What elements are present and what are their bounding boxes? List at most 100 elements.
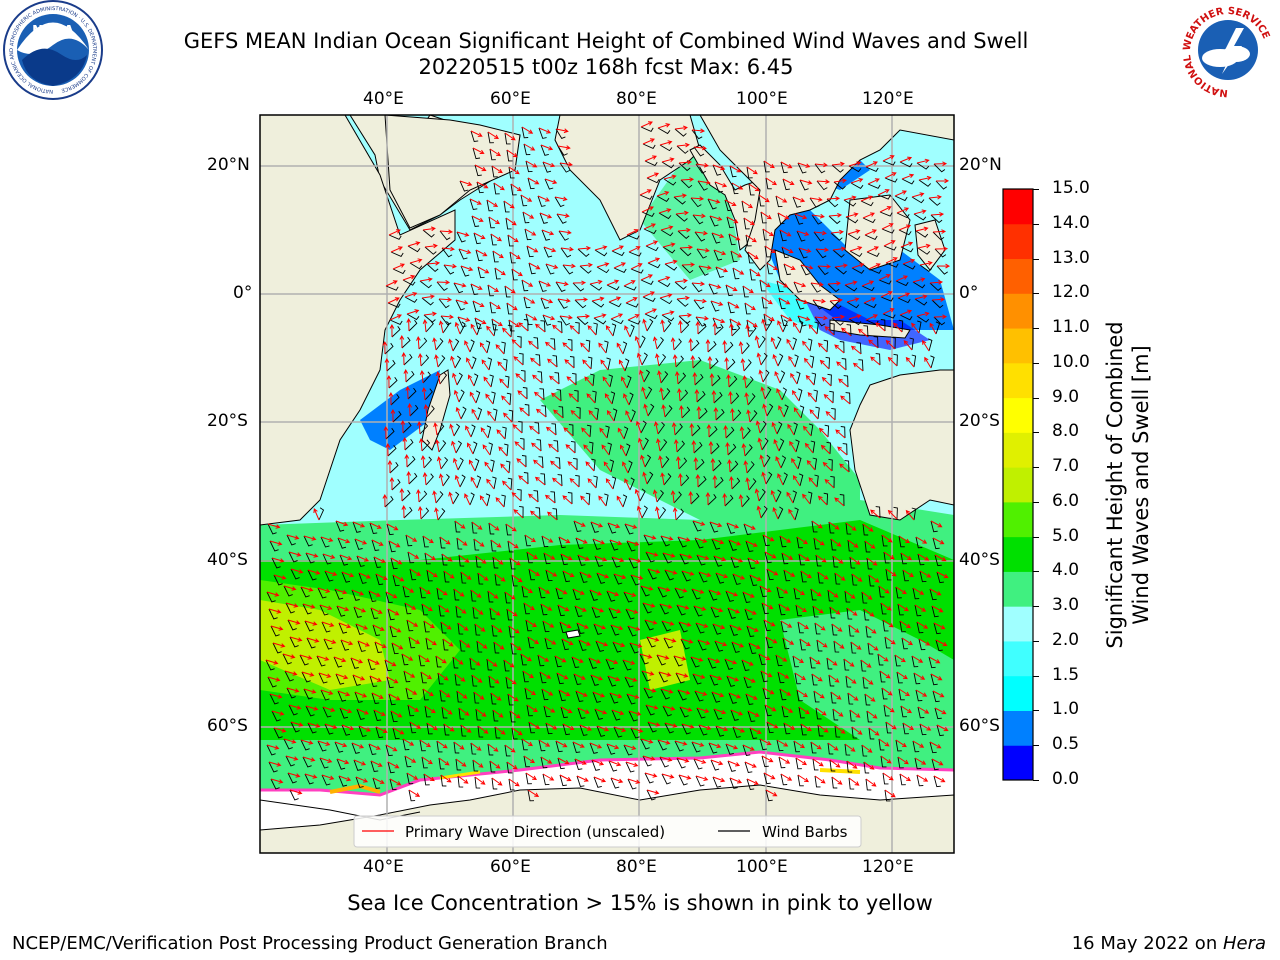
wave-arrow: [487, 410, 496, 422]
wave-arrow: [419, 277, 433, 282]
wave-arrow: [587, 478, 597, 489]
wave-arrow: [285, 602, 299, 608]
wave-arrow: [482, 444, 491, 456]
wave-arrow: [495, 497, 505, 508]
wind-barb: [901, 637, 908, 650]
wave-arrow: [826, 196, 841, 201]
wave-arrow: [794, 213, 808, 220]
wave-arrow: [698, 265, 712, 270]
sea-ice-note: Sea Ice Concentration > 15% is shown in …: [347, 891, 933, 915]
wave-arrow: [731, 182, 744, 190]
colorbar-tick-mark: [1033, 571, 1039, 573]
wind-barb: [402, 279, 416, 286]
wind-barb: [401, 489, 411, 502]
wind-barb: [727, 443, 737, 456]
wind-barb: [268, 761, 278, 773]
wind-barb: [522, 670, 529, 683]
wind-barb: [865, 778, 872, 791]
wind-barb: [587, 356, 593, 370]
wind-barb: [471, 674, 478, 687]
wind-barb: [453, 588, 460, 601]
wind-barb: [521, 585, 528, 598]
wave-arrow: [783, 569, 796, 577]
wind-barb: [491, 165, 498, 178]
wave-arrow: [883, 551, 895, 560]
wave-arrow: [680, 177, 695, 182]
wind-barb: [454, 520, 461, 533]
wind-barb: [645, 704, 655, 716]
wave-arrow: [557, 145, 571, 150]
wind-barb: [579, 265, 592, 274]
wave-arrow: [387, 608, 400, 616]
wind-barb: [622, 659, 632, 671]
wave-arrow: [472, 300, 485, 307]
wave-arrow: [500, 463, 510, 474]
wind-barb: [758, 335, 766, 349]
wind-barb: [524, 687, 531, 700]
wind-barb: [337, 537, 347, 549]
wind-barb: [749, 727, 758, 740]
wave-arrow: [408, 636, 421, 644]
wind-barb: [817, 724, 824, 737]
wave-arrow: [458, 554, 470, 563]
wind-barb: [503, 200, 510, 213]
wind-barb: [421, 603, 428, 616]
wave-arrow: [423, 311, 437, 317]
wave-arrow: [931, 297, 946, 302]
wind-barb: [508, 166, 515, 179]
wind-barb: [487, 131, 494, 144]
wave-arrow: [493, 641, 505, 650]
wind-barb: [816, 180, 828, 191]
wave-arrow: [491, 165, 503, 174]
wind-barb: [390, 557, 398, 570]
wave-arrow: [324, 570, 338, 576]
wind-barb: [456, 372, 463, 386]
wind-barb: [834, 572, 841, 585]
wind-barb: [916, 774, 924, 787]
wind-barb: [710, 606, 720, 618]
wave-arrow: [834, 263, 848, 268]
wind-barb: [640, 126, 654, 132]
colorbar-swatch: [1003, 745, 1033, 781]
wave-arrow: [793, 740, 805, 749]
wind-barb: [409, 262, 423, 270]
wave-arrow: [726, 675, 740, 682]
wave-arrow: [741, 443, 747, 457]
wind-barb: [690, 339, 700, 352]
wave-arrow: [830, 229, 844, 235]
wind-barb: [732, 409, 742, 422]
wave-arrow: [694, 690, 708, 696]
wind-barb: [424, 388, 433, 401]
wave-arrow: [672, 507, 678, 521]
wind-barb: [543, 246, 553, 258]
wave-arrow: [641, 386, 647, 400]
wave-arrow: [815, 247, 830, 253]
wave-arrow: [675, 672, 689, 678]
wind-barb: [592, 691, 601, 703]
wind-barb: [778, 297, 786, 310]
wave-arrow: [368, 590, 381, 597]
wave-arrow: [304, 620, 318, 626]
wind-barb: [341, 571, 351, 583]
wave-arrow: [489, 760, 501, 769]
wind-barb: [726, 358, 736, 371]
wave-arrow: [640, 274, 653, 281]
wind-barb: [501, 494, 506, 508]
wave-arrow: [740, 358, 746, 372]
wind-barb: [711, 232, 721, 244]
wind-barb: [473, 538, 480, 551]
wind-barb: [387, 302, 401, 308]
colorbar-tick-label: 7.0: [1052, 456, 1080, 477]
wave-arrow: [569, 477, 580, 488]
wave-arrow: [473, 538, 485, 547]
wave-arrow: [803, 357, 813, 369]
wave-arrow: [322, 553, 336, 559]
wind-barb: [572, 588, 581, 601]
wind-barb: [914, 604, 922, 617]
wind-barb: [502, 426, 507, 440]
wave-arrow: [728, 390, 733, 405]
wind-barb: [766, 721, 774, 734]
wind-barb: [640, 279, 654, 285]
wave-arrow: [501, 480, 512, 491]
wind-barb: [646, 636, 656, 648]
